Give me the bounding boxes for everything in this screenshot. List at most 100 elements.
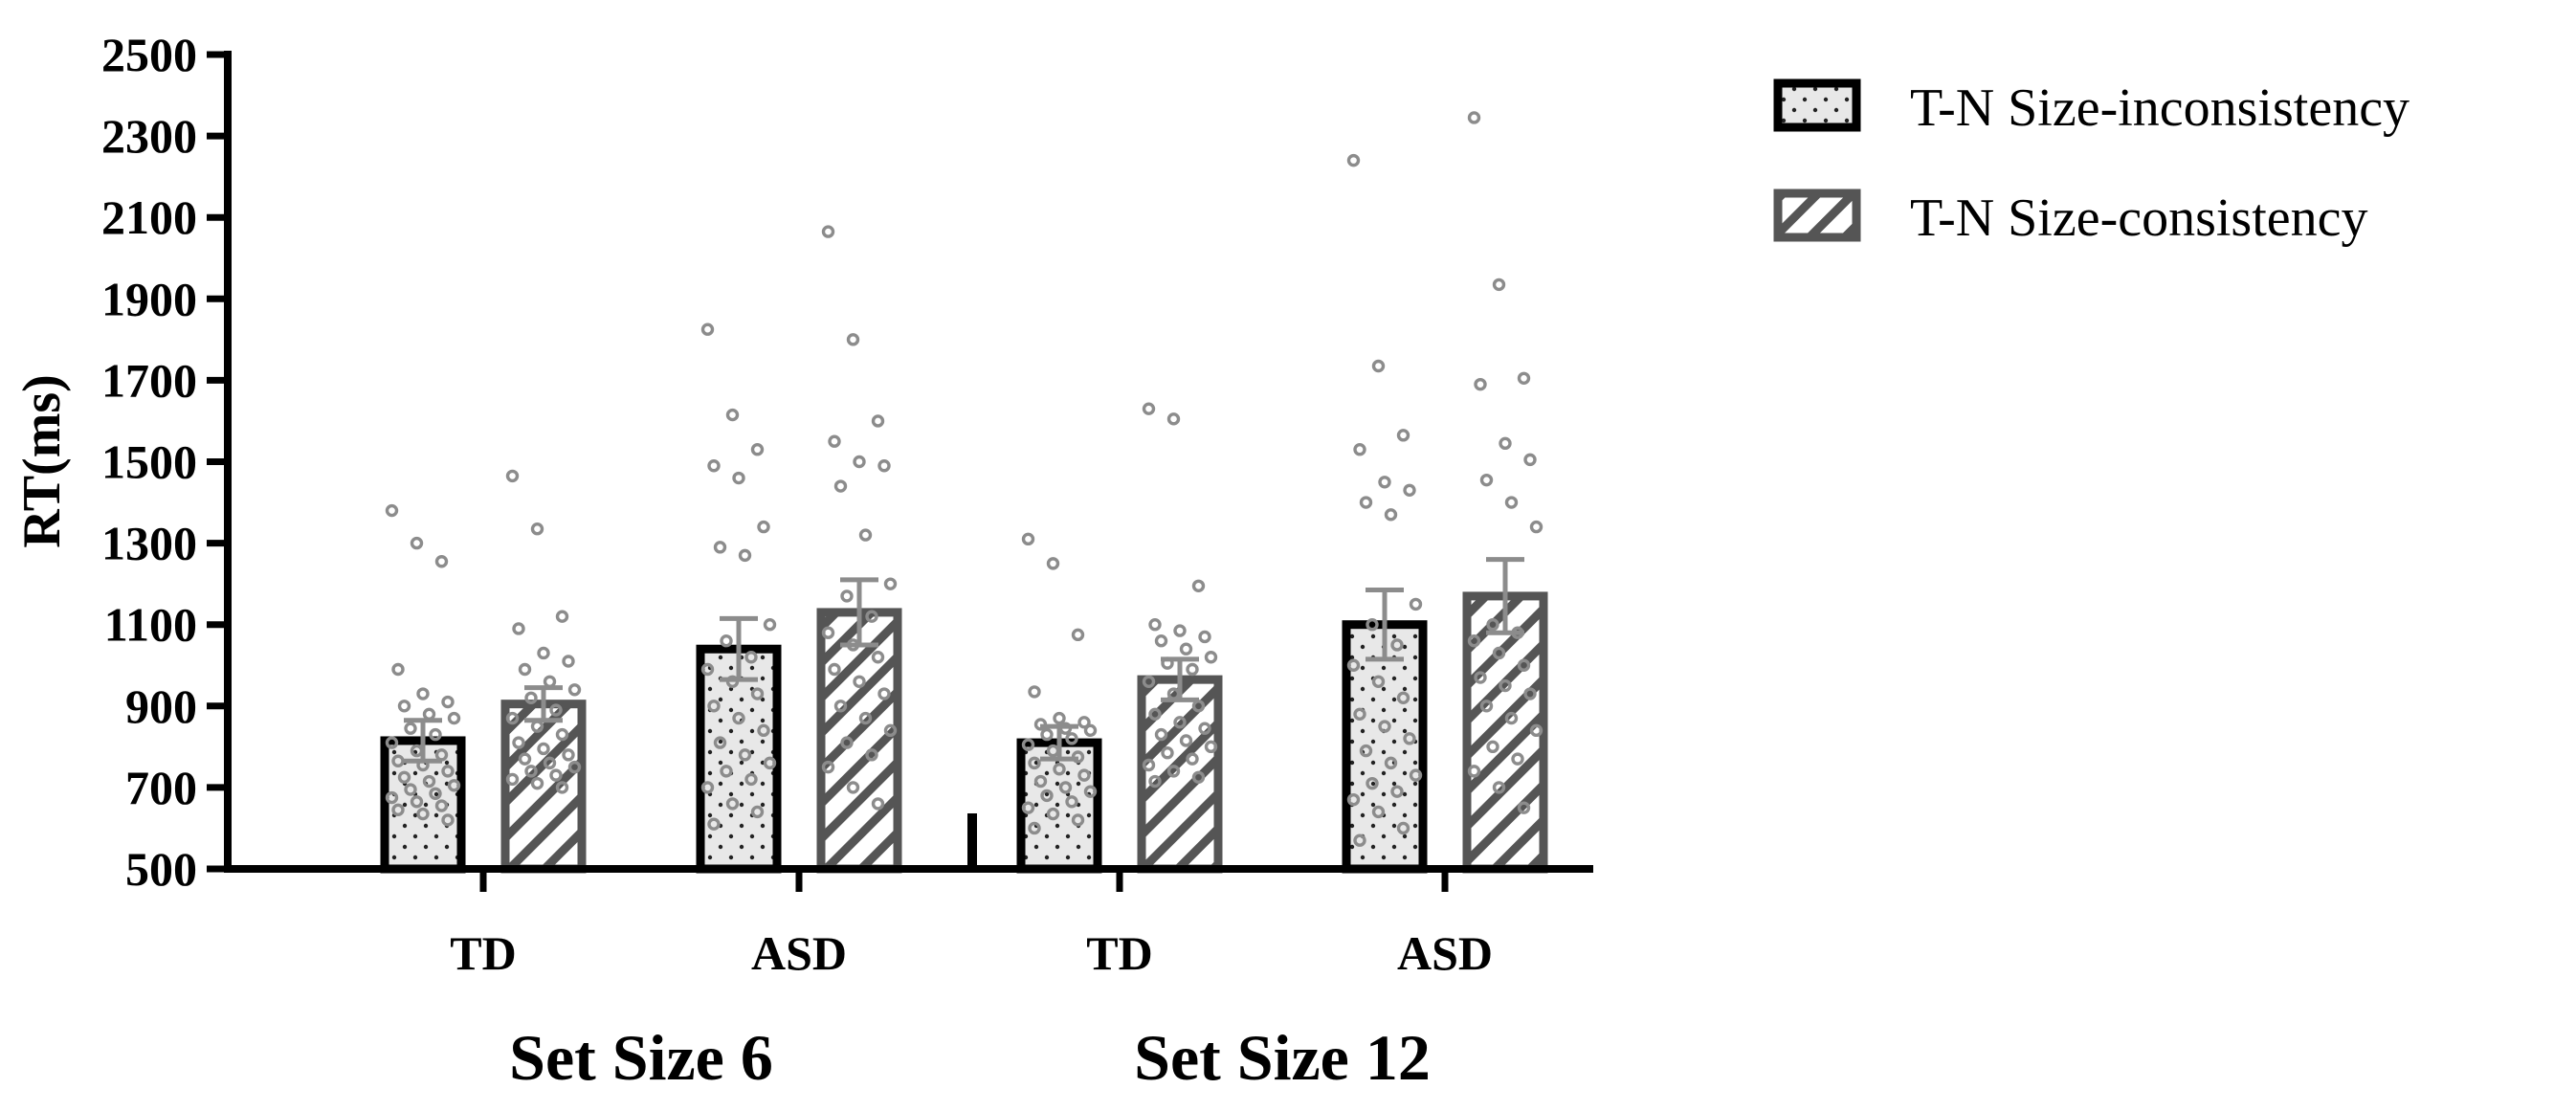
data-point	[1467, 111, 1481, 124]
data-point	[840, 736, 854, 749]
data-point	[1409, 768, 1423, 782]
data-point	[1517, 371, 1531, 385]
data-point	[883, 723, 898, 738]
data-point	[732, 711, 745, 725]
data-point	[1474, 671, 1487, 684]
data-point	[416, 807, 430, 821]
data-point	[707, 817, 721, 831]
data-point	[410, 795, 424, 809]
data-point	[1040, 789, 1054, 803]
legend-label: T-N Size-consistency	[1910, 189, 2368, 248]
data-point	[1346, 658, 1361, 672]
data-point	[410, 536, 424, 550]
data-point	[1142, 758, 1156, 772]
data-point	[1065, 732, 1078, 745]
data-point	[840, 589, 854, 603]
data-point	[1186, 662, 1199, 677]
data-point	[1346, 153, 1361, 167]
data-point	[1166, 412, 1181, 426]
data-point	[871, 414, 885, 428]
data-point	[833, 479, 848, 493]
data-point	[1486, 618, 1499, 632]
data-point	[1204, 740, 1218, 754]
data-point	[700, 662, 715, 677]
data-point	[422, 707, 436, 722]
data-point	[1083, 723, 1098, 738]
y-tick-label: 700	[125, 761, 197, 814]
data-point	[700, 781, 715, 794]
data-point	[1366, 776, 1379, 790]
data-point	[555, 727, 569, 742]
data-point	[555, 610, 569, 623]
data-point	[744, 772, 758, 787]
y-tick-label: 2500	[101, 28, 197, 81]
data-point	[422, 774, 436, 789]
data-point	[543, 756, 557, 770]
data-point	[1028, 685, 1041, 699]
data-point	[1083, 785, 1098, 798]
data-point	[1154, 634, 1168, 648]
data-point	[738, 748, 752, 762]
data-point	[1053, 711, 1066, 725]
data-point	[1046, 807, 1060, 821]
legend: T-N Size-inconsistency T-N Size-consisten…	[1773, 78, 2409, 248]
data-point	[441, 765, 455, 778]
data-point	[1499, 678, 1512, 693]
data-point	[1467, 634, 1481, 648]
data-point	[1492, 278, 1506, 292]
data-point	[1077, 716, 1091, 729]
bar	[1137, 675, 1223, 874]
data-point	[1179, 642, 1193, 655]
y-tick-label: 500	[125, 842, 197, 896]
data-point	[1058, 781, 1073, 794]
data-point	[1071, 628, 1085, 642]
data-point	[1191, 579, 1206, 592]
data-point	[1517, 658, 1531, 672]
data-point	[1396, 821, 1410, 835]
data-point	[1378, 720, 1391, 733]
y-axis-label: RT(ms)	[12, 374, 72, 548]
data-point	[713, 736, 727, 749]
data-point	[1359, 744, 1373, 758]
data-point	[1028, 756, 1041, 770]
data-point	[858, 528, 873, 542]
data-point	[429, 727, 442, 742]
y-tick-label: 900	[125, 679, 197, 733]
data-point	[877, 687, 891, 700]
data-point	[1366, 618, 1379, 632]
data-point	[1504, 496, 1519, 509]
data-point	[385, 503, 399, 518]
data-point	[1371, 675, 1386, 688]
data-point	[555, 781, 569, 794]
data-point	[700, 322, 715, 336]
data-point	[1346, 792, 1361, 807]
data-point	[871, 797, 885, 811]
data-point	[858, 711, 873, 725]
data-point	[883, 577, 898, 590]
data-point	[821, 760, 835, 774]
data-point	[1148, 618, 1162, 632]
group-label: ASD	[751, 926, 847, 980]
data-point	[720, 765, 733, 778]
data-point	[763, 618, 777, 632]
data-point	[518, 752, 532, 766]
data-point	[549, 703, 563, 717]
bar	[500, 700, 587, 874]
data-point	[750, 443, 765, 456]
data-point	[1492, 781, 1506, 794]
data-point	[512, 622, 525, 635]
y-tick-label: 1300	[101, 517, 197, 570]
data-point	[1523, 687, 1537, 700]
data-point	[707, 459, 721, 473]
data-point	[1504, 711, 1519, 725]
data-point	[750, 687, 765, 700]
data-point	[1065, 795, 1078, 809]
data-point	[744, 651, 758, 664]
data-point	[1529, 723, 1543, 738]
data-point	[416, 687, 430, 700]
data-point	[537, 646, 550, 660]
data-point	[725, 797, 740, 811]
data-point	[447, 711, 461, 725]
y-tick-label: 1100	[104, 598, 197, 652]
